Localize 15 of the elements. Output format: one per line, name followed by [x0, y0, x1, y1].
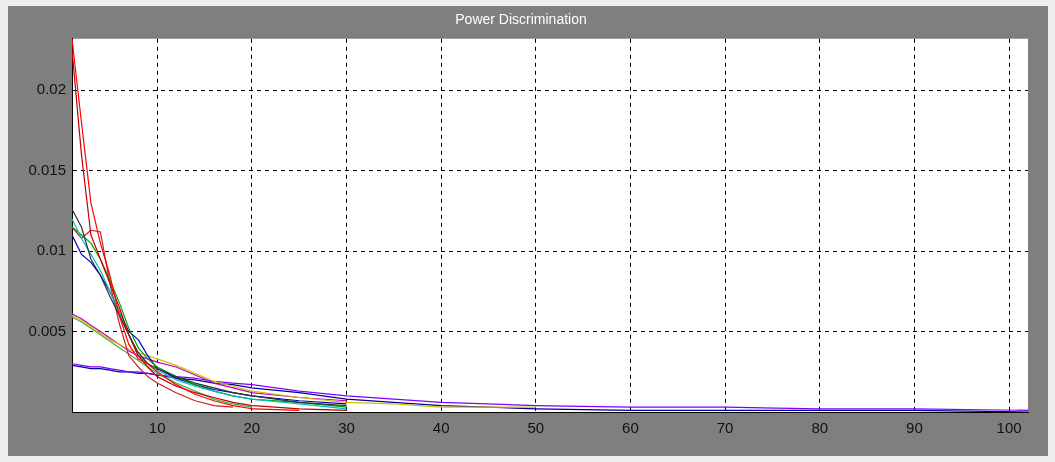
x-tick-label: 10	[148, 419, 166, 437]
x-tick-label: 20	[243, 419, 261, 437]
y-tick-label: 0.005	[28, 321, 66, 339]
x-tick-label: 40	[432, 419, 450, 437]
y-tick-label: 0.015	[28, 160, 66, 178]
x-tick-label: 90	[906, 419, 923, 437]
y-tick-label: 0.01	[36, 241, 66, 259]
y-tick-label: 0.02	[36, 80, 66, 98]
chart-title: Power Discrimination	[455, 11, 587, 28]
x-tick-label: 30	[338, 419, 355, 437]
x-tick-label: 60	[622, 419, 639, 437]
x-tick-label: 50	[527, 419, 545, 437]
x-tick-label: 80	[811, 419, 829, 437]
x-tick-label: 100	[996, 419, 1022, 437]
x-tick-label: 70	[716, 419, 734, 437]
